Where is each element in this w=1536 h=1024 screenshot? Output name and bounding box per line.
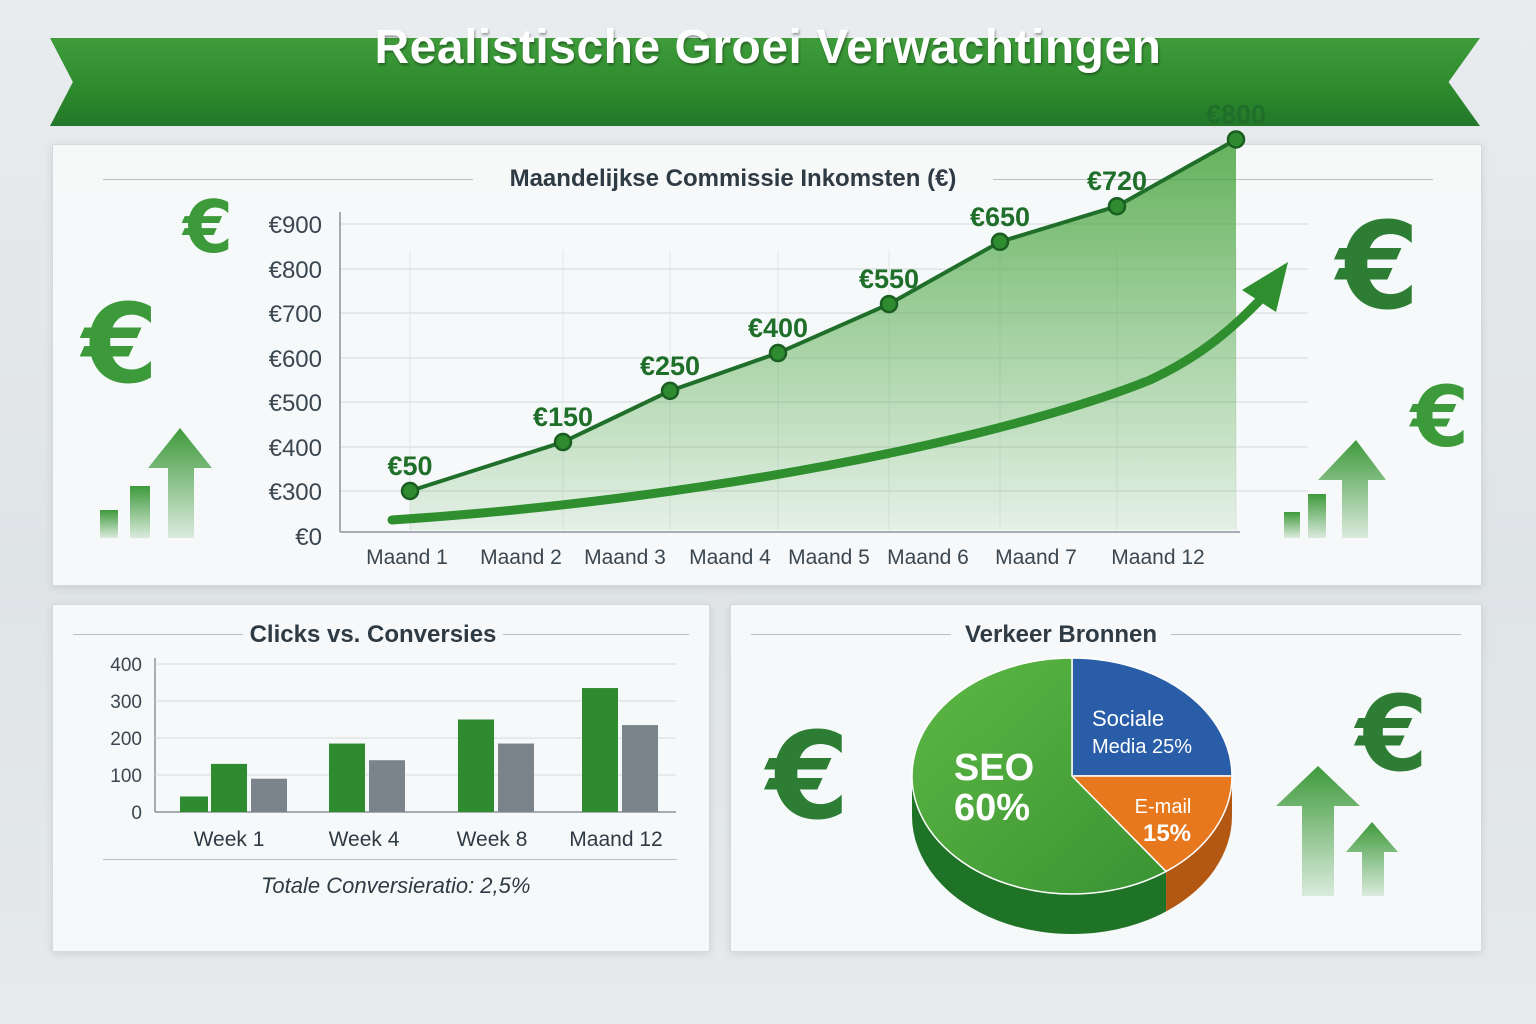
pie-slice bbox=[911, 657, 1168, 895]
bar-conversies bbox=[251, 778, 287, 812]
euro-icon: € bbox=[1354, 673, 1428, 795]
bar-x-tick-label: Week 1 bbox=[194, 828, 265, 851]
x-tick-label: Maand 12 bbox=[1111, 546, 1204, 569]
pie-slice bbox=[1070, 775, 1233, 873]
pie-label-email: E-mail bbox=[1135, 796, 1192, 818]
y-tick-label: €0 bbox=[295, 524, 322, 551]
bar-y-tick-label: 0 bbox=[131, 803, 142, 824]
y-tick-label: €500 bbox=[269, 390, 322, 417]
euro-icon: € bbox=[763, 708, 850, 847]
bar-clicks bbox=[458, 719, 494, 812]
bar-y-tick-label: 400 bbox=[110, 655, 142, 676]
bar-clicks bbox=[582, 688, 618, 812]
conversion-footnote: Totale Conversieratio: 2,5% bbox=[261, 873, 531, 898]
pie-label-social-value: Media 25% bbox=[1092, 736, 1192, 758]
data-point bbox=[1107, 196, 1127, 216]
bar-x-tick-label: Week 8 bbox=[457, 828, 528, 851]
pie-title-rule-right bbox=[1171, 634, 1461, 635]
x-tick-label: Maand 5 bbox=[788, 546, 870, 569]
data-point bbox=[879, 294, 899, 314]
up-arrow-icon bbox=[1284, 440, 1386, 538]
data-label: €800 bbox=[1206, 99, 1266, 129]
x-tick-label: Maand 2 bbox=[480, 546, 562, 569]
euro-icon: € bbox=[1409, 368, 1469, 466]
data-label: €550 bbox=[859, 264, 919, 294]
page-title: Realistische Groei Verwachtingen bbox=[374, 21, 1162, 74]
euro-icon: € bbox=[79, 280, 159, 408]
bar-chart: 0 100 200 300 400 Week 1 Week 4 Week 8 Maand 12 bbox=[110, 655, 676, 851]
y-tick-label: €300 bbox=[269, 479, 322, 506]
bar-x-tick-label: Maand 12 bbox=[569, 828, 662, 851]
bar-conversies bbox=[498, 743, 534, 812]
data-point bbox=[1226, 130, 1246, 149]
pie-wall bbox=[1166, 776, 1232, 912]
x-tick-label: Maand 1 bbox=[366, 546, 448, 569]
bar-title-rule-left bbox=[73, 634, 243, 635]
data-point bbox=[553, 432, 573, 452]
data-label: €720 bbox=[1087, 166, 1147, 196]
pie-label-social: Sociale bbox=[1092, 706, 1164, 731]
data-point bbox=[768, 343, 788, 363]
x-tick-label: Maand 6 bbox=[887, 546, 969, 569]
bar-y-tick-label: 300 bbox=[110, 692, 142, 713]
line-chart: €0 €300 €400 €500 €600 €700 €800 €900 €50 Maand 1… bbox=[269, 99, 1308, 569]
bar-clicks bbox=[329, 743, 365, 812]
x-tick-label: Maand 3 bbox=[584, 546, 666, 569]
footnote-rule bbox=[103, 859, 677, 860]
bar-y-tick-label: 100 bbox=[110, 766, 142, 787]
bar bbox=[180, 796, 208, 812]
pie-label-seo: SEO bbox=[954, 747, 1034, 789]
pie-label-email-value: 15% bbox=[1143, 820, 1191, 847]
growth-arrow-icon bbox=[387, 293, 1267, 525]
pie-walls bbox=[912, 776, 1232, 934]
data-label: €50 bbox=[387, 451, 432, 481]
pie-title-rule-left bbox=[751, 634, 951, 635]
bar-conversies bbox=[622, 725, 658, 812]
euro-icon: € bbox=[1333, 198, 1420, 337]
data-label: €400 bbox=[748, 313, 808, 343]
bar-conversies bbox=[369, 760, 405, 812]
bar-x-tick-label: Week 4 bbox=[329, 828, 400, 851]
data-point bbox=[990, 232, 1010, 252]
title-rule-left bbox=[103, 179, 473, 180]
series-line bbox=[409, 137, 1237, 493]
x-tick-label: Maand 7 bbox=[995, 546, 1077, 569]
title-banner bbox=[50, 38, 1480, 126]
data-label: €650 bbox=[970, 202, 1030, 232]
pie-label-seo-value: 60% bbox=[954, 787, 1030, 829]
growth-arrow-head bbox=[1242, 262, 1288, 312]
line-chart-title: Maandelijkse Commissie Inkomsten (€) bbox=[509, 165, 957, 192]
euro-icon: € bbox=[181, 185, 233, 269]
y-tick-label: €900 bbox=[269, 212, 322, 239]
up-arrow-icon bbox=[1276, 766, 1398, 896]
bar-title-rule-right bbox=[503, 634, 689, 635]
data-point bbox=[660, 381, 680, 401]
y-tick-label: €800 bbox=[269, 257, 322, 284]
bar-chart-title: Clicks vs. Conversies bbox=[249, 621, 497, 648]
up-arrow-icon bbox=[100, 428, 212, 538]
pie-slice bbox=[1071, 657, 1233, 777]
bar-clicks bbox=[211, 763, 247, 812]
pie-chart-title: Verkeer Bronnen bbox=[964, 621, 1158, 648]
bar-y-tick-label: 200 bbox=[110, 729, 142, 750]
x-tick-label: Maand 4 bbox=[689, 546, 771, 569]
pie-wall bbox=[912, 776, 1167, 934]
y-tick-label: €600 bbox=[269, 346, 322, 373]
data-label: €250 bbox=[640, 351, 700, 381]
y-tick-label: €400 bbox=[269, 435, 322, 462]
data-label: €150 bbox=[533, 402, 593, 432]
y-tick-label: €700 bbox=[269, 301, 322, 328]
data-point bbox=[400, 481, 420, 501]
